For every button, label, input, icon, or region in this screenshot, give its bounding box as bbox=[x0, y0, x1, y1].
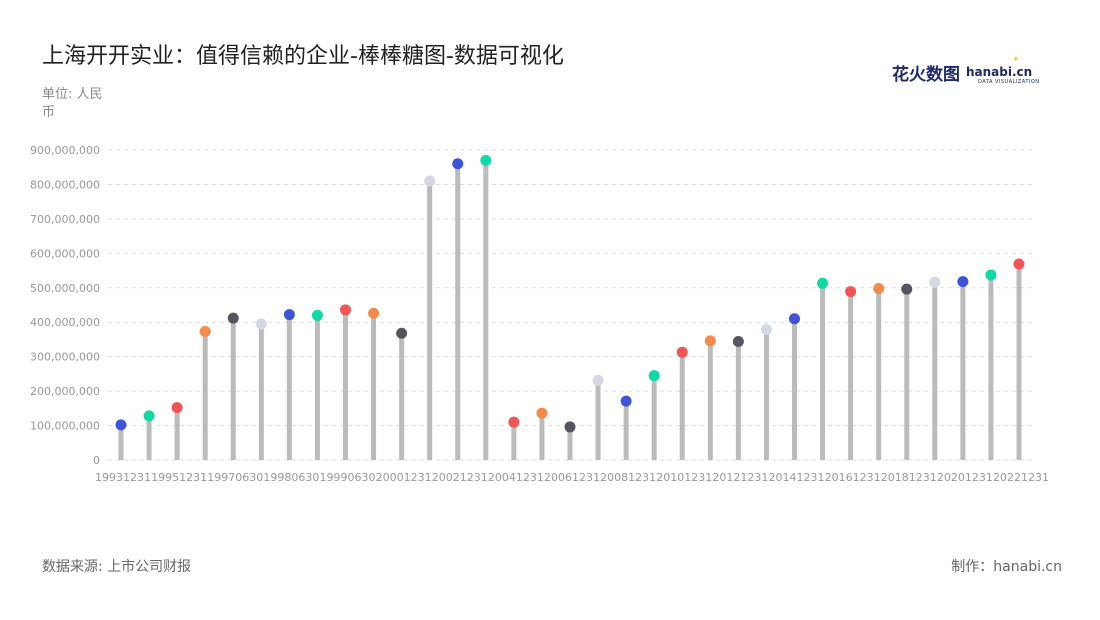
lollipop-dot[interactable] bbox=[452, 158, 464, 170]
logo-sparkle-icon: ✦ bbox=[1012, 55, 1020, 65]
y-tick-label: 600,000,000 bbox=[30, 247, 100, 260]
y-tick-label: 0 bbox=[93, 454, 100, 467]
x-tick-label: 19980630 bbox=[263, 471, 319, 484]
logo-chinese-text: 花火数图 bbox=[892, 64, 960, 85]
lollipop-dot[interactable] bbox=[676, 346, 688, 358]
x-tick-label: 20101231 bbox=[656, 471, 712, 484]
logo-subtitle: DATA VISUALIZATION bbox=[978, 79, 1040, 85]
lollipop-dot[interactable] bbox=[817, 277, 829, 289]
lollipop-dot[interactable] bbox=[424, 175, 436, 187]
x-tick-label: 20121231 bbox=[712, 471, 768, 484]
x-tick-label: 20001231 bbox=[376, 471, 432, 484]
y-tick-label: 100,000,000 bbox=[30, 420, 100, 433]
lollipop-dot[interactable] bbox=[171, 402, 183, 414]
lollipop-dot[interactable] bbox=[340, 304, 351, 316]
data-source: 数据来源: 上市公司财报 bbox=[42, 559, 192, 575]
lollipop-dot[interactable] bbox=[845, 286, 857, 298]
x-tick-label: 20061231 bbox=[544, 471, 600, 484]
chart-title: 上海开开实业：值得信赖的企业-棒棒糖图-数据可视化 bbox=[42, 44, 564, 69]
logo-english-text: hanabi.cn bbox=[966, 65, 1033, 79]
lollipop-dot[interactable] bbox=[480, 154, 492, 166]
y-tick-label: 800,000,000 bbox=[30, 178, 100, 191]
lollipop-dot[interactable] bbox=[227, 312, 239, 324]
x-tick-label: 20161231 bbox=[825, 471, 881, 484]
lollipop-dot[interactable] bbox=[901, 283, 913, 295]
lollipop-dot[interactable] bbox=[957, 276, 969, 288]
x-tick-label: 20201231 bbox=[937, 471, 993, 484]
x-tick-label: 19931231 bbox=[95, 471, 151, 484]
lollipop-dot[interactable] bbox=[929, 276, 941, 288]
lollipop-sticks bbox=[118, 160, 1022, 460]
x-tick-label: 19990630 bbox=[320, 471, 376, 484]
lollipop-dot[interactable] bbox=[760, 323, 772, 335]
lollipop-dot[interactable] bbox=[368, 307, 380, 319]
lollipop-dot[interactable] bbox=[255, 318, 267, 330]
y-tick-label: 400,000,000 bbox=[30, 316, 100, 329]
lollipop-dots bbox=[115, 154, 1025, 433]
lollipop-dot[interactable] bbox=[143, 410, 155, 422]
y-tick-label: 900,000,000 bbox=[30, 144, 100, 157]
y-tick-label: 700,000,000 bbox=[30, 213, 100, 226]
lollipop-dot[interactable] bbox=[704, 335, 716, 347]
y-tick-label: 200,000,000 bbox=[30, 385, 100, 398]
lollipop-dot[interactable] bbox=[283, 309, 295, 321]
grid-lines bbox=[108, 149, 1032, 461]
lollipop-dot[interactable] bbox=[732, 336, 744, 348]
lollipop-dot[interactable] bbox=[396, 327, 408, 339]
lollipop-dot[interactable] bbox=[1013, 258, 1025, 270]
brand-logo: 花火数图 hanabi.cn DATA VISUALIZATION ✦ bbox=[892, 55, 1039, 85]
lollipop-dot[interactable] bbox=[648, 370, 660, 382]
lollipop-dot[interactable] bbox=[985, 269, 997, 281]
x-tick-label: 19970630 bbox=[207, 471, 263, 484]
lollipop-dot[interactable] bbox=[508, 416, 520, 428]
lollipop-dot[interactable] bbox=[620, 395, 632, 407]
y-tick-label: 300,000,000 bbox=[30, 351, 100, 364]
lollipop-dot[interactable] bbox=[873, 282, 885, 294]
unit-label: 单位: 人民币 bbox=[42, 87, 103, 120]
lollipop-dot[interactable] bbox=[536, 407, 548, 419]
x-axis-ticks: 19931231 19951231 19970630 19980630 19990630… bbox=[95, 471, 1049, 484]
x-tick-label: 20081231 bbox=[600, 471, 656, 484]
x-tick-label: 19951231 bbox=[151, 471, 207, 484]
lollipop-dot[interactable] bbox=[564, 421, 576, 433]
x-tick-label: 20021231 bbox=[432, 471, 488, 484]
lollipop-dot[interactable] bbox=[199, 326, 211, 338]
x-tick-label: 20141231 bbox=[769, 471, 825, 484]
lollipop-dot[interactable] bbox=[311, 309, 323, 321]
x-tick-label: 20041231 bbox=[488, 471, 544, 484]
lollipop-dot[interactable] bbox=[592, 374, 604, 386]
lollipop-dot[interactable] bbox=[789, 313, 800, 325]
y-axis-ticks: 0 100,000,000 200,000,000 300,000,000 400,00… bbox=[30, 144, 100, 467]
maker-credit: 制作：hanabi.cn bbox=[951, 559, 1062, 575]
x-tick-label: 20181231 bbox=[881, 471, 937, 484]
y-tick-label: 500,000,000 bbox=[30, 282, 100, 295]
x-tick-label: 20221231 bbox=[993, 471, 1049, 484]
lollipop-dot[interactable] bbox=[115, 419, 127, 431]
